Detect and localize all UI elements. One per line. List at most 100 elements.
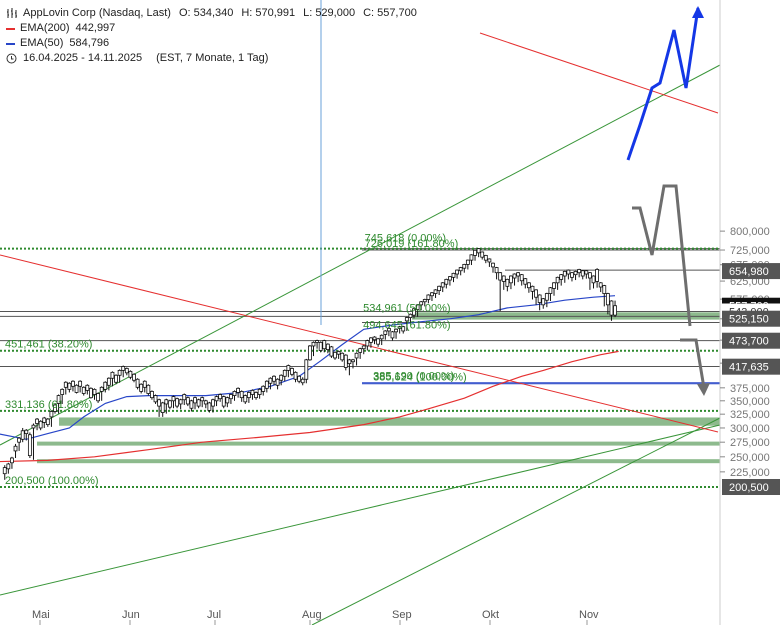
price-box-label: 200,500 <box>729 482 769 494</box>
projection-down-2 <box>680 338 706 389</box>
candle <box>311 341 316 347</box>
candle <box>322 340 327 350</box>
candle <box>214 396 219 402</box>
candle <box>437 285 442 292</box>
candle <box>401 326 406 332</box>
projection-down <box>632 184 692 327</box>
candle <box>246 392 251 399</box>
ema50-value: 584,796 <box>69 37 110 49</box>
candle <box>379 334 384 340</box>
close-label: C: <box>363 7 375 19</box>
candle <box>573 270 578 276</box>
candle <box>361 345 366 350</box>
candle <box>286 365 291 371</box>
candle <box>440 282 445 288</box>
y-tick-label: 225,000 <box>730 467 770 479</box>
candle <box>193 397 197 404</box>
candle <box>523 278 528 285</box>
candle <box>254 392 258 399</box>
candle <box>451 272 456 278</box>
price-box-label: 525,150 <box>729 314 769 326</box>
candle <box>613 305 617 316</box>
candle <box>121 366 126 371</box>
open-label: O: <box>178 7 191 19</box>
fib-label: 385,624 (100.00%) <box>373 371 467 383</box>
candle <box>498 272 503 281</box>
x-tick-label: Sep <box>392 609 412 621</box>
candle <box>473 249 477 256</box>
candle <box>78 380 83 387</box>
price-box-label: 473,700 <box>729 336 769 348</box>
candle <box>609 300 614 316</box>
price-box <box>722 310 780 327</box>
candle <box>343 354 348 368</box>
candle <box>602 285 607 294</box>
projection-up-arrowhead <box>692 6 704 18</box>
candle <box>530 285 535 292</box>
candle <box>570 272 574 278</box>
candle <box>376 338 381 345</box>
interval-info: (EST, 7 Monate, 1 Tag) <box>156 52 269 64</box>
candle <box>544 293 549 301</box>
candle <box>476 248 481 254</box>
candle <box>182 394 187 401</box>
candle <box>229 394 233 400</box>
candles <box>2 248 617 480</box>
candle <box>297 375 302 382</box>
candle <box>117 369 122 376</box>
candle <box>307 345 312 361</box>
channel-line <box>0 64 721 446</box>
candle <box>480 251 485 258</box>
candle <box>394 328 398 333</box>
price-box <box>722 332 780 349</box>
candle <box>462 264 467 269</box>
candle <box>203 400 208 405</box>
candle <box>426 294 431 300</box>
candle <box>239 391 244 399</box>
symbol-name: AppLovin Corp (Nasdaq, Last) <box>23 7 171 19</box>
x-tick-label: Nov <box>579 609 599 621</box>
support-zone <box>59 417 720 426</box>
candle <box>552 282 556 289</box>
candle <box>444 278 449 285</box>
candle <box>584 270 589 275</box>
candle <box>351 359 355 363</box>
candle <box>491 262 495 268</box>
candle <box>494 267 499 274</box>
candle <box>89 387 93 399</box>
candle <box>465 259 470 265</box>
candle <box>110 371 115 379</box>
candle <box>45 418 50 426</box>
x-tick-label: Mai <box>32 609 50 621</box>
candle <box>60 388 65 395</box>
candle <box>369 337 373 343</box>
candle <box>333 351 337 359</box>
channel-line <box>311 417 721 625</box>
candle <box>124 368 129 374</box>
candle <box>422 299 427 303</box>
candle <box>13 445 18 452</box>
fib-label: 451,461 (38.20%) <box>5 339 92 351</box>
x-tick-label: Jun <box>122 609 140 621</box>
candle <box>257 388 262 395</box>
support-zone <box>37 459 720 464</box>
candle <box>139 383 144 392</box>
candle <box>358 348 363 353</box>
candle <box>448 276 452 281</box>
candle <box>103 381 108 390</box>
candle <box>185 397 190 405</box>
candle <box>236 387 241 393</box>
candle <box>588 272 592 279</box>
clock-icon <box>6 53 17 64</box>
candle <box>56 395 61 404</box>
candle <box>469 254 474 261</box>
candle <box>85 384 90 391</box>
candle <box>67 382 72 390</box>
y-tick-label: 350,000 <box>730 396 770 408</box>
projection-up <box>626 7 700 161</box>
candle <box>261 385 266 392</box>
candle <box>329 346 334 357</box>
candle <box>42 417 47 423</box>
candle <box>24 429 29 435</box>
candle <box>290 368 294 375</box>
